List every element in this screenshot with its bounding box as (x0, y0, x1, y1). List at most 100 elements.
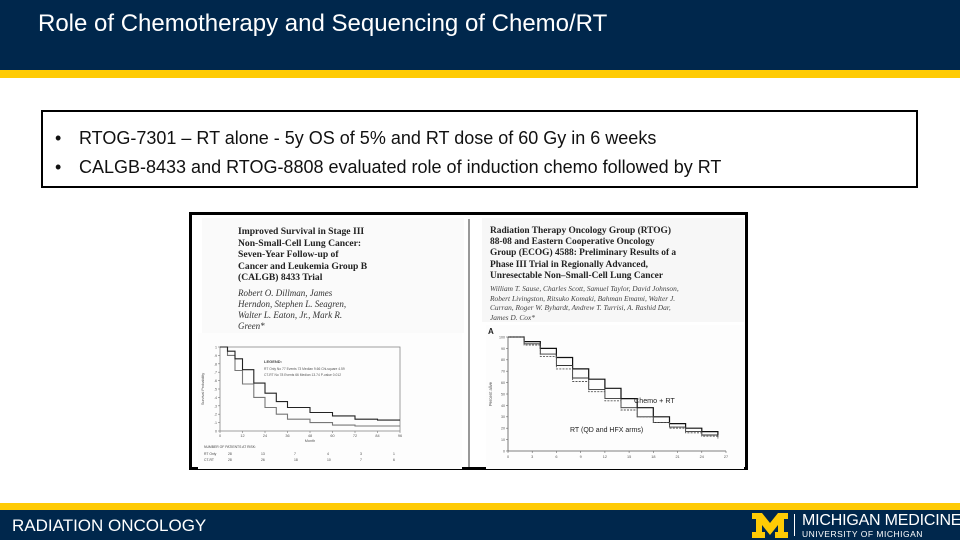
y-tick-label: 20 (501, 427, 505, 431)
y-tick-label: .5 (214, 388, 217, 392)
calgb-author-line: Walter L. Eaton, Jr., Mark R. (238, 310, 343, 320)
calgb-title-line: Improved Survival in Stage III (238, 226, 365, 237)
rtog-author-line: Curran, Roger W. Byhardt, Andrew T. Turr… (490, 303, 671, 313)
study-image-collage: Improved Survival in Stage III Non-Small… (189, 212, 748, 470)
bullet-item: • CALGB-8433 and RTOG-8808 evaluated rol… (55, 153, 916, 182)
y-tick-label: 0 (503, 449, 505, 453)
curve-annotation-chemo-rt: Chemo + RT (634, 396, 675, 405)
calgb-article-title: Improved Survival in Stage III Non-Small… (238, 226, 367, 284)
risk-table-value: 4 (327, 452, 329, 456)
rtog-title-line: 88-08 and Eastern Cooperative Oncology (490, 237, 655, 248)
risk-table-value: 26 (261, 458, 265, 462)
x-tick-label: 24 (700, 455, 704, 459)
x-tick-label: 21 (675, 455, 679, 459)
risk-table-value: 7 (360, 458, 362, 462)
x-tick-label: 84 (375, 434, 379, 438)
calgb-article-header: Improved Survival in Stage III Non-Small… (202, 218, 464, 333)
y-tick-label: 90 (501, 347, 505, 351)
title-bar-stripe (0, 70, 960, 78)
department-label: RADIATION ONCOLOGY (12, 516, 207, 535)
x-tick-label: 48 (308, 434, 312, 438)
x-axis-label: Month (305, 439, 316, 443)
rtog-article-title: Radiation Therapy Oncology Group (RTOG) … (490, 226, 676, 282)
bullet-glyph: • (55, 157, 62, 177)
block-m-icon (752, 513, 788, 538)
y-tick-label: .3 (214, 404, 217, 408)
rtog-survival-chart: A 0 10 20 30 40 50 60 70 80 90 100 0 3 6 9 12 15 18 21 24 27 P… (488, 327, 728, 459)
x-tick-label: 6 (555, 455, 557, 459)
x-tick-label: 18 (651, 455, 655, 459)
x-tick-label: 3 (531, 455, 533, 459)
risk-table-value: 18 (294, 458, 298, 462)
panel-label: A (488, 327, 494, 336)
rtog-title-line: Phase III Trial in Regionally Advanced, (490, 259, 649, 270)
rtog-article-authors: William T. Sause, Charles Scott, Samuel … (490, 284, 679, 322)
y-tick-label: 40 (501, 404, 505, 408)
risk-table-value: 28 (228, 458, 232, 462)
rtog-survival-chart-panel: A 0 10 20 30 40 50 60 70 80 90 100 0 3 6 9 12 15 18 21 24 27 P… (486, 325, 744, 469)
calgb-author-line: Robert O. Dillman, James (238, 288, 333, 298)
x-tick-label: 60 (330, 434, 334, 438)
y-tick-label: .6 (214, 379, 217, 383)
brand-sub: UNIVERSITY OF MICHIGAN (802, 529, 923, 539)
survival-curve-ct-rt (220, 346, 400, 421)
rtog-author-line: Robert Livingston, Ritsuko Komaki, Bahma… (490, 293, 676, 303)
legend-title: LEGEND: (264, 359, 282, 364)
risk-table-arm: CT-RT (204, 458, 214, 462)
y-tick-label: 50 (501, 392, 505, 396)
bullet-item: • RTOG-7301 – RT alone - 5y OS of 5% and… (55, 124, 916, 153)
calgb-title-line: Cancer and Leukemia Group B (238, 260, 368, 272)
y-tick-label: 10 (501, 438, 505, 442)
x-tick-label: 12 (603, 455, 607, 459)
survival-curve-rt-only (220, 346, 400, 427)
y-tick-label: .9 (214, 354, 217, 358)
calgb-article-authors: Robert O. Dillman, James Herndon, Stephe… (238, 288, 346, 332)
calgb-title-line: (CALGB) 8433 Trial (238, 272, 323, 283)
plot-frame (219, 346, 401, 432)
y-tick-label: 70 (501, 370, 505, 374)
calgb-title-line: Seven-Year Follow-up of (238, 249, 339, 260)
y-tick-label: 80 (501, 358, 505, 362)
risk-table-value: 1 (393, 452, 395, 456)
bullet-text: RTOG-7301 – RT alone - 5y OS of 5% and R… (79, 128, 657, 148)
rtog-article-header: Radiation Therapy Oncology Group (RTOG) … (482, 218, 744, 322)
x-tick-label: 15 (627, 455, 631, 459)
x-tick-label: 24 (263, 434, 267, 438)
x-tick-label: 96 (398, 434, 402, 438)
y-tick-label: .1 (214, 421, 217, 425)
y-tick-label: .4 (214, 396, 217, 400)
rtog-author-line: William T. Sause, Charles Scott, Samuel … (490, 284, 679, 293)
rtog-title-line: Unresectable Non–Small-Cell Lung Cancer (490, 270, 663, 281)
calgb-survival-chart-panel: 0.1.2.3.4.5.6.7.8.9 1 0 12 24 36 48 60 72 84 96 Mon… (198, 333, 462, 469)
footer-stripe (0, 503, 960, 510)
x-tick-label: 36 (285, 434, 289, 438)
calgb-author-line: Green* (238, 321, 265, 331)
y-tick-label: 1 (215, 346, 217, 350)
legend-row: CT-RT No 78 Events 66 Median 13.74 P-val… (264, 373, 341, 377)
x-tick-label: 27 (724, 455, 728, 459)
footer-bar (0, 510, 960, 540)
bullet-box: • RTOG-7301 – RT alone - 5y OS of 5% and… (41, 110, 918, 188)
slide-title: Role of Chemotherapy and Sequencing of C… (38, 10, 608, 37)
michigan-medicine-logo: MICHIGAN MEDICINE UNIVERSITY OF MICHIGAN (752, 510, 960, 540)
y-tick-label: .8 (214, 362, 217, 366)
x-tick-label: 72 (353, 434, 357, 438)
risk-table-value: 13 (261, 452, 265, 456)
risk-table-value: 3 (360, 452, 362, 456)
bullet-glyph: • (55, 128, 62, 148)
y-tick-label: 60 (501, 381, 505, 385)
y-axis-label: Survival Probability (201, 373, 205, 405)
risk-table-value: 10 (327, 458, 331, 462)
risk-table-title: NUMBER OF PATIENTS AT RISK: (204, 445, 256, 449)
y-tick-label: .7 (214, 371, 217, 375)
logo-divider (794, 514, 795, 536)
curve-annotation-rt: RT (QD and HFX arms) (570, 427, 643, 434)
y-tick-label: .2 (214, 413, 217, 417)
x-tick-label: 0 (507, 455, 509, 459)
x-tick-label: 12 (240, 434, 244, 438)
rtog-title-line: Group (ECOG) 4588: Preliminary Results o… (490, 248, 677, 259)
x-tick-label: 0 (219, 434, 221, 438)
y-tick-label: 30 (501, 415, 505, 419)
risk-table-value: 7 (294, 452, 296, 456)
risk-table-value: 6 (393, 458, 395, 462)
